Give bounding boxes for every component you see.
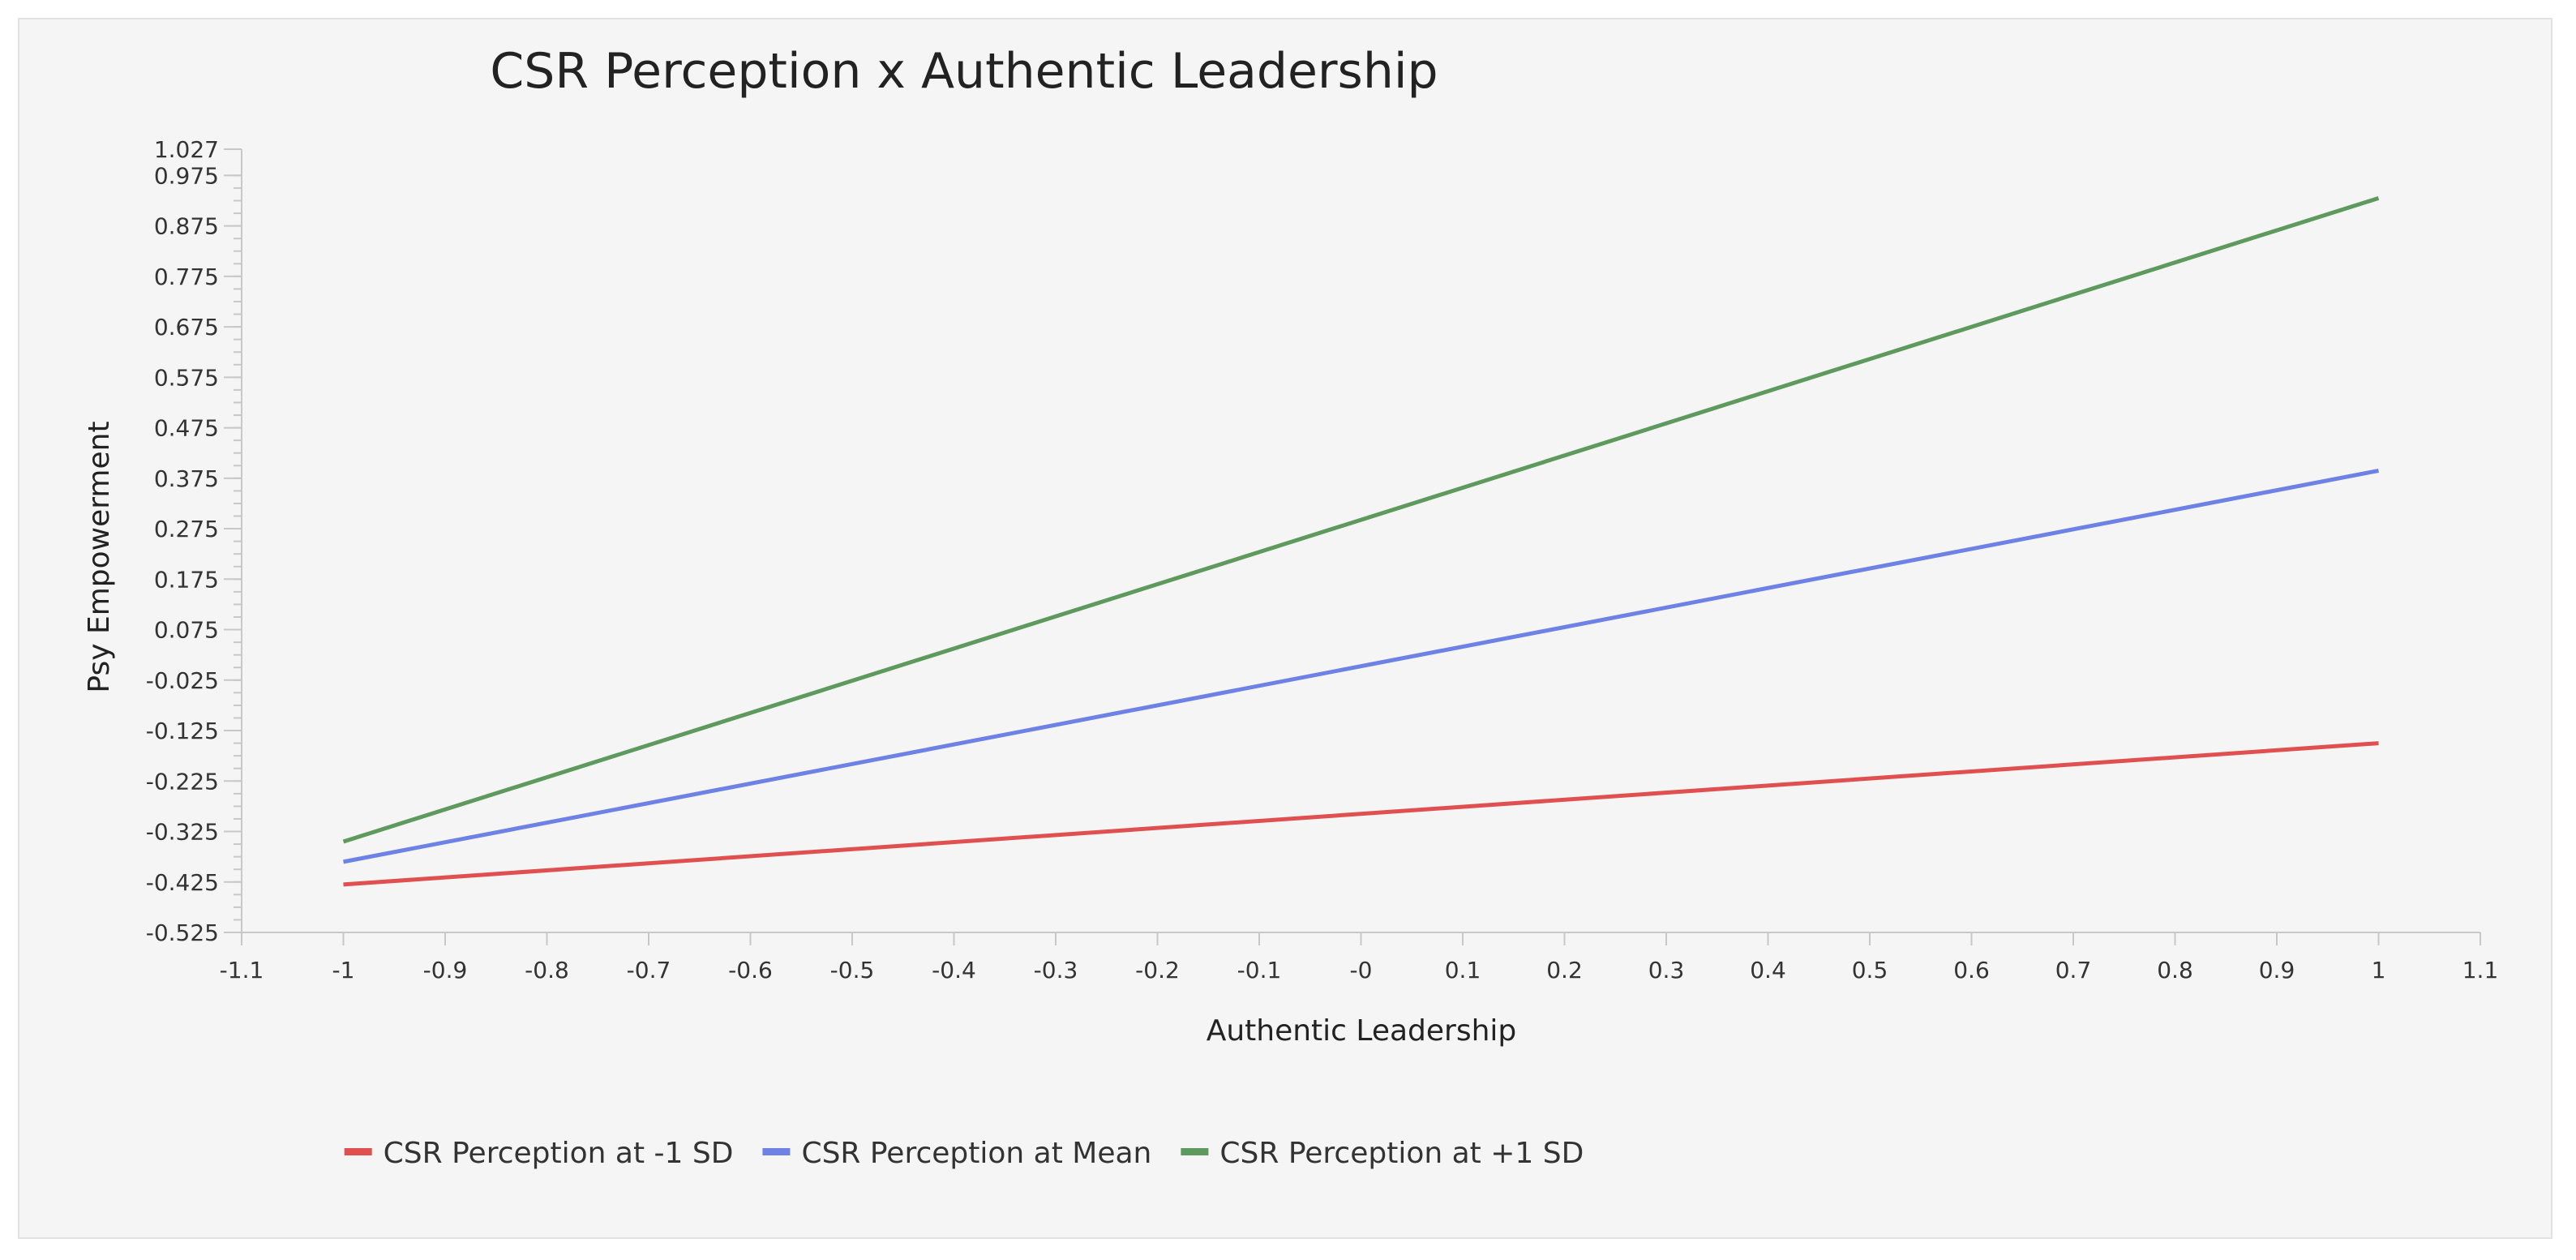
x-tick-label: -0 xyxy=(1350,957,1373,984)
chart-title: CSR Perception x Authentic Leadership xyxy=(490,43,1438,100)
y-tick-label: 0.675 xyxy=(154,314,219,341)
chart-panel: CSR Perception x Authentic Leadership Ps… xyxy=(18,18,2552,1239)
chart: CSR Perception x Authentic Leadership Ps… xyxy=(83,43,2499,1170)
y-tick-label: 0.275 xyxy=(154,516,219,542)
y-tick-label: 0.475 xyxy=(154,415,219,442)
x-tick-label: 0.9 xyxy=(2259,957,2295,984)
series-line-3 xyxy=(342,195,2380,844)
y-tick-label: -0.425 xyxy=(146,869,219,896)
x-tick-label: -0.1 xyxy=(1237,957,1282,984)
x-tick-label: -0.5 xyxy=(830,957,875,984)
x-tick-label: -0.4 xyxy=(932,957,976,984)
y-tick-label: -0.325 xyxy=(146,819,219,846)
x-tick-label: -1.1 xyxy=(220,957,264,984)
legend-swatch xyxy=(762,1148,791,1155)
legend-label: CSR Perception at +1 SD xyxy=(1219,1137,1584,1170)
legend: CSR Perception at -1 SD CSR Perception at… xyxy=(344,1137,1584,1170)
x-tick-label: 0.1 xyxy=(1445,957,1481,984)
y-tick-label: -0.025 xyxy=(146,667,219,694)
series-line-2 xyxy=(343,469,2379,864)
y-tick-label: 0.775 xyxy=(154,264,219,290)
x-tick-label: 0.7 xyxy=(2055,957,2092,984)
x-tick-label: 0.5 xyxy=(1852,957,1888,984)
y-tick-label: 0.875 xyxy=(154,213,219,240)
x-tick-label: -0.7 xyxy=(627,957,671,984)
legend-item-2: CSR Perception at Mean xyxy=(762,1137,1151,1170)
legend-label: CSR Perception at -1 SD xyxy=(384,1137,734,1170)
series-line-1 xyxy=(343,741,2379,887)
y-tick-label: 1.027 xyxy=(154,136,219,163)
series-lines xyxy=(342,195,2380,887)
x-tick-label: -0.2 xyxy=(1135,957,1180,984)
y-tick-label: -0.525 xyxy=(146,919,219,946)
x-tick-label: 0.8 xyxy=(2157,957,2193,984)
legend-item-3: CSR Perception at +1 SD xyxy=(1181,1137,1584,1170)
x-tick-label: 0.4 xyxy=(1750,957,1786,984)
legend-swatch xyxy=(344,1148,372,1155)
y-tick-label: -0.225 xyxy=(146,768,219,795)
legend-swatch xyxy=(1181,1148,1209,1155)
y-tick-label: -0.125 xyxy=(146,718,219,744)
y-tick-label: 0.075 xyxy=(154,617,219,644)
x-axis-label: Authentic Leadership xyxy=(1207,1014,1517,1048)
x-tick-label: -0.6 xyxy=(728,957,773,984)
y-tick-label: 0.975 xyxy=(154,162,219,189)
x-tick-label: 0.6 xyxy=(1953,957,1990,984)
legend-label: CSR Perception at Mean xyxy=(801,1137,1151,1170)
x-tick-label: -0.9 xyxy=(423,957,468,984)
y-tick-label: 0.375 xyxy=(154,465,219,492)
y-tick-label: 0.575 xyxy=(154,364,219,391)
x-tick-label: -0.8 xyxy=(525,957,569,984)
axes: -0.525 -0.425 -0.325 -0.225 -0.125 -0.025 0.07… xyxy=(146,136,2499,984)
x-tick-label: -0.3 xyxy=(1034,957,1078,984)
x-tick-label: 0.3 xyxy=(1648,957,1685,984)
legend-item-1: CSR Perception at -1 SD xyxy=(344,1137,734,1170)
x-tick-label: 0.2 xyxy=(1546,957,1583,984)
x-tick-label: 1.1 xyxy=(2462,957,2499,984)
y-axis-label: Psy Empowerment xyxy=(83,421,116,692)
x-tick-label: 1 xyxy=(2372,957,2386,984)
y-tick-label: 0.175 xyxy=(154,566,219,593)
x-tick-label: -1 xyxy=(332,957,355,984)
